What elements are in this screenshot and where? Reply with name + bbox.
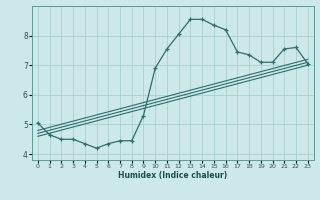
X-axis label: Humidex (Indice chaleur): Humidex (Indice chaleur) (118, 171, 228, 180)
